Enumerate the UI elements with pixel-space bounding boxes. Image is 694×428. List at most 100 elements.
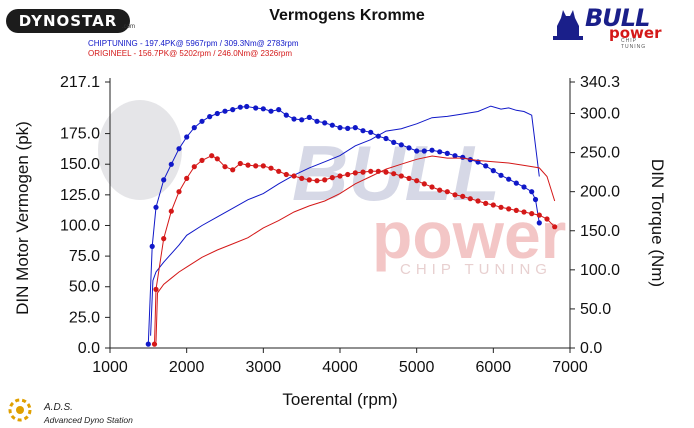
y-right-tick-label: 340.3 (580, 74, 620, 91)
y-left-tick-label: 125.0 (60, 187, 100, 204)
data-point-chiptuning-torque (437, 149, 443, 155)
data-point-origineel-torque (253, 163, 259, 169)
data-point-origineel-torque (260, 163, 266, 169)
data-point-chiptuning-torque (199, 118, 205, 124)
data-point-chiptuning-torque (253, 105, 259, 111)
data-point-chiptuning-torque (460, 154, 466, 160)
data-point-origineel-torque (199, 157, 205, 163)
data-point-origineel-torque (444, 189, 450, 195)
x-axis-title: Toerental (rpm) (282, 390, 397, 409)
watermark-power-text: power (372, 198, 566, 272)
data-point-origineel-torque (176, 189, 182, 195)
data-point-origineel-torque (406, 175, 412, 181)
y-right-tick-label: 0.0 (580, 340, 602, 357)
data-point-origineel-torque (153, 286, 159, 292)
y-left-tick-label: 25.0 (69, 309, 100, 326)
data-point-origineel-torque (337, 173, 343, 179)
data-point-chiptuning-torque (161, 177, 167, 183)
data-point-chiptuning-torque (414, 148, 420, 154)
data-point-chiptuning-torque (153, 204, 159, 210)
y-right-axis-title: DIN Torque (Nm) (648, 159, 667, 287)
data-point-chiptuning-torque (506, 176, 512, 182)
data-point-chiptuning-torque (184, 134, 190, 140)
data-point-chiptuning-torque (244, 103, 250, 110)
data-point-origineel-torque (345, 171, 351, 178)
bull-logo-word: BULL (585, 4, 650, 32)
y-right-tick-label: 250.0 (580, 145, 620, 162)
data-point-origineel-torque (209, 153, 215, 159)
watermark-tag-text: CHIP TUNING (400, 261, 552, 278)
data-point-chiptuning-torque (452, 153, 458, 159)
data-point-origineel-torque (276, 168, 282, 174)
y-left-tick-label: 217.1 (60, 74, 100, 91)
data-point-chiptuning-torque (207, 114, 213, 120)
x-tick-label: 2000 (169, 359, 205, 376)
data-point-chiptuning-torque (398, 142, 404, 148)
data-point-chiptuning-torque (368, 129, 374, 135)
data-point-origineel-torque (437, 187, 443, 193)
data-point-origineel-torque (368, 168, 374, 174)
data-point-chiptuning-torque (345, 125, 351, 131)
y-left-axis-title: DIN Motor Vermogen (pk) (13, 121, 32, 315)
data-point-origineel-torque (306, 177, 312, 183)
y-right-tick-label: 150.0 (580, 223, 620, 240)
bull-logo-tag: CHIP TUNING (621, 38, 647, 50)
data-point-chiptuning-torque (168, 161, 174, 167)
data-point-chiptuning-torque (532, 196, 539, 203)
data-point-chiptuning-torque (299, 117, 305, 123)
data-point-origineel-torque (467, 196, 473, 202)
data-point-chiptuning-torque (513, 180, 519, 186)
data-point-chiptuning-torque (145, 341, 151, 347)
data-point-chiptuning-torque (191, 125, 197, 131)
data-point-origineel-torque (291, 173, 297, 179)
legend-chiptuning: CHIPTUNING - 197.4PK@ 5967rpm / 309.3Nm@… (88, 39, 299, 48)
bull-head-icon (553, 10, 583, 40)
data-point-chiptuning-torque (283, 112, 289, 118)
data-point-origineel-torque (268, 165, 274, 171)
dynostar-logo-text: DYNOSTAR (18, 12, 118, 30)
data-point-chiptuning-torque (521, 184, 527, 190)
data-point-chiptuning-torque (391, 139, 397, 145)
y-right-tick-label: 200.0 (580, 184, 620, 201)
data-point-chiptuning-torque (383, 135, 389, 142)
data-point-chiptuning-torque (237, 104, 243, 110)
data-point-origineel-torque (483, 200, 489, 206)
data-point-chiptuning-torque (498, 172, 504, 178)
y-right-tick-label: 300.0 (580, 106, 620, 123)
data-point-origineel-torque (475, 198, 481, 204)
data-point-chiptuning-torque (214, 110, 220, 117)
x-tick-label: 4000 (322, 359, 358, 376)
dynostar-logo: DYNOSTAR (6, 9, 130, 33)
legend-origineel: ORIGINEEL - 156.7PK@ 5202rpm / 246.0Nm@ … (88, 49, 293, 58)
data-point-origineel-torque (191, 164, 197, 170)
data-point-origineel-torque (421, 181, 427, 187)
data-point-origineel-torque (452, 192, 458, 198)
data-point-chiptuning-torque (360, 128, 366, 134)
data-point-origineel-torque (322, 177, 328, 183)
data-point-chiptuning-torque (268, 108, 274, 114)
data-point-chiptuning-torque (222, 108, 228, 114)
data-point-origineel-torque (529, 211, 535, 217)
watermark-bull-shape (98, 100, 182, 200)
bull-power-logo: BULL power CHIP TUNING (551, 4, 662, 50)
data-point-origineel-torque (222, 164, 228, 170)
data-point-origineel-torque (184, 175, 190, 181)
y-left-tick-label: 175.0 (60, 126, 100, 143)
data-point-origineel-torque (536, 212, 542, 218)
data-point-chiptuning-torque (490, 168, 496, 174)
data-point-origineel-torque (490, 202, 496, 208)
y-left-tick-label: 0.0 (78, 340, 100, 357)
x-tick-label: 3000 (246, 359, 282, 376)
data-point-origineel-torque (360, 169, 366, 175)
series-line-origineel-power (155, 155, 556, 342)
y-right-tick-label: 50.0 (580, 301, 611, 318)
data-point-chiptuning-torque (276, 107, 282, 113)
data-point-origineel-torque (151, 341, 158, 347)
y-right-tick-label: 100.0 (580, 262, 620, 279)
data-point-origineel-torque (299, 175, 305, 181)
bull-logo-power: power (609, 24, 662, 42)
data-point-chiptuning-torque (291, 116, 297, 122)
data-point-origineel-torque (230, 167, 236, 173)
